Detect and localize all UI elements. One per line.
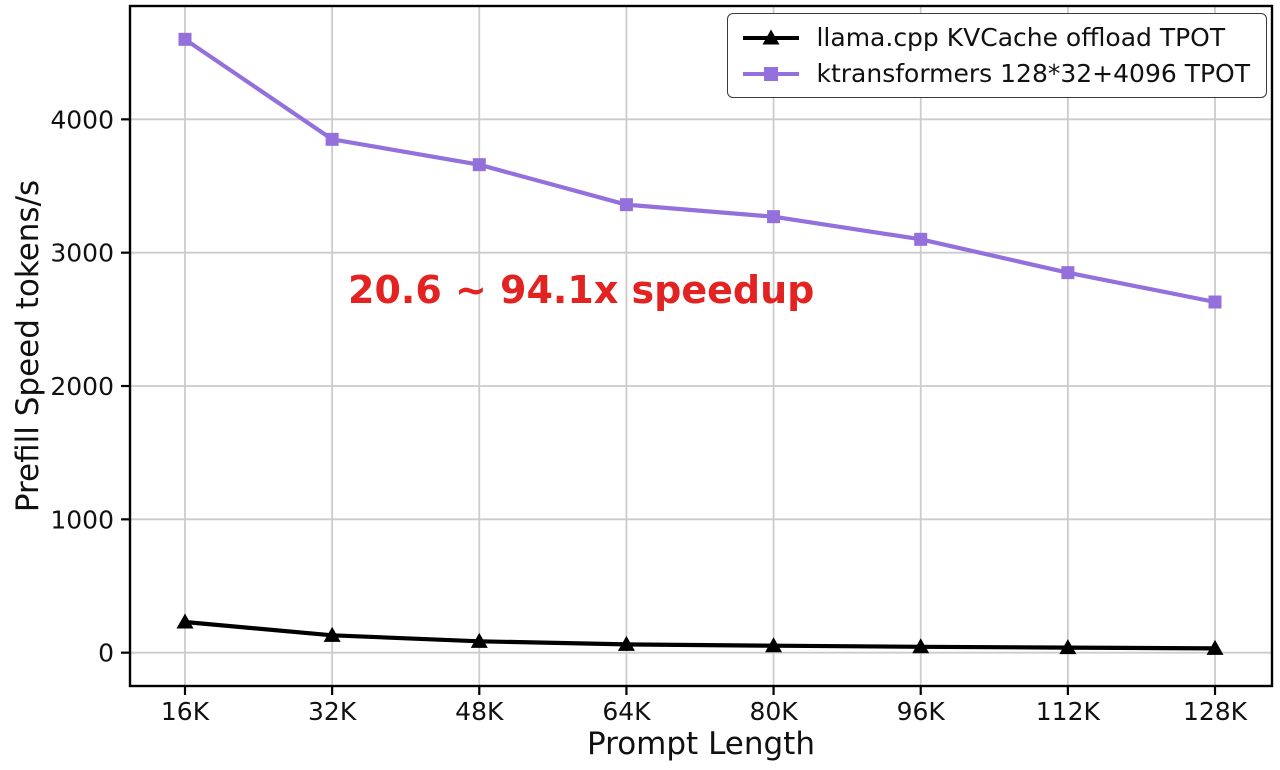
triangle-marker-icon: [617, 635, 635, 651]
y-tick-label: 2000: [50, 372, 114, 401]
triangle-marker-icon: [1059, 639, 1077, 655]
plot-border: [128, 4, 1274, 688]
square-marker-icon: [914, 232, 928, 246]
legend-swatch-triangle: [743, 29, 800, 44]
square-marker-icon: [178, 32, 192, 46]
square-marker-icon: [764, 66, 779, 81]
triangle-marker-icon: [762, 29, 780, 44]
triangle-marker-icon: [1206, 639, 1224, 655]
legend: llama.cpp KVCache offload TPOT ktransfor…: [727, 13, 1267, 98]
x-tick-label: 64K: [602, 697, 651, 726]
legend-item-ktransformers: ktransformers 128*32+4096 TPOT: [740, 59, 1250, 88]
legend-label-ktransformers: ktransformers 128*32+4096 TPOT: [816, 59, 1250, 88]
x-tick-label: 128K: [1183, 697, 1248, 726]
x-tick-label: 16K: [161, 697, 210, 726]
triangle-marker-icon: [470, 632, 488, 648]
x-tick-label: 80K: [749, 697, 798, 726]
square-marker-icon: [1061, 266, 1075, 280]
x-tick-label: 48K: [455, 697, 504, 726]
triangle-marker-icon: [176, 613, 194, 629]
x-tick-label: 96K: [897, 697, 946, 726]
series-line-1: [183, 37, 1216, 305]
x-axis-label: Prompt Length: [587, 726, 815, 762]
square-marker-icon: [325, 132, 339, 146]
series-line-0: [184, 619, 1216, 651]
triangle-marker-icon: [765, 637, 783, 653]
y-tick-label: 4000: [50, 105, 114, 134]
square-marker-icon: [767, 210, 781, 224]
square-marker-icon: [619, 198, 633, 212]
x-tick-label: 32K: [308, 697, 357, 726]
x-tick-label: 112K: [1036, 697, 1101, 726]
square-marker-icon: [472, 158, 486, 172]
triangle-marker-icon: [323, 626, 341, 642]
y-tick-label: 0: [98, 639, 114, 668]
legend-label-llama-cpp: llama.cpp KVCache offload TPOT: [816, 23, 1226, 52]
square-marker-icon: [1208, 295, 1222, 309]
speedup-annotation: 20.6 ~ 94.1x speedup: [348, 268, 815, 312]
y-tick-label: 3000: [50, 239, 114, 268]
legend-swatch-square: [743, 66, 800, 81]
y-tick-label: 1000: [50, 505, 114, 534]
triangle-marker-icon: [912, 638, 930, 654]
y-axis-label: Prefill Speed tokens/s: [10, 179, 46, 513]
legend-item-llama-cpp: llama.cpp KVCache offload TPOT: [740, 23, 1250, 52]
